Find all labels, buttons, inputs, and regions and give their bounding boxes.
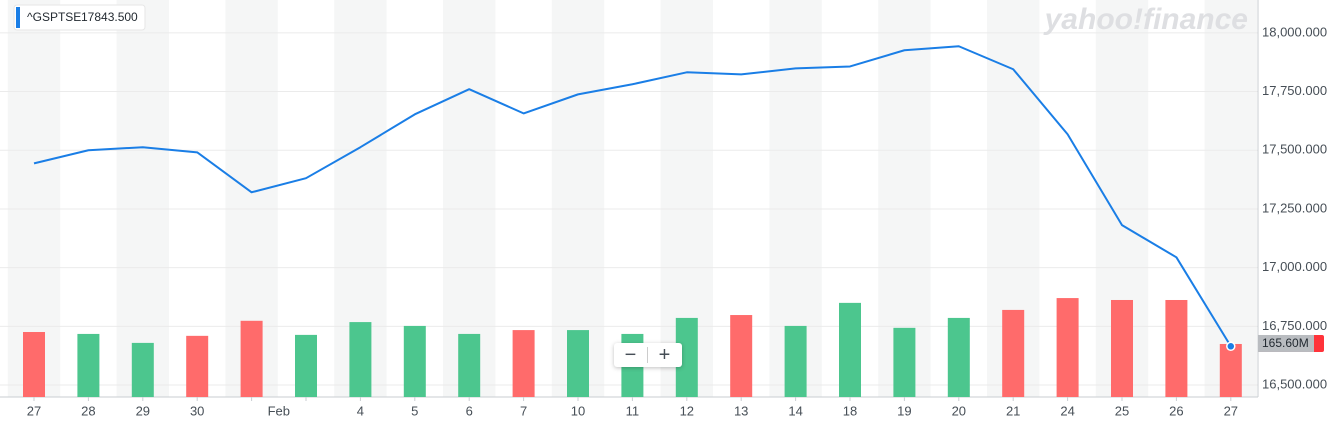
volume-bar [186,335,209,397]
zoom-control: − + [614,343,682,367]
x-tick-label: 27 [1224,403,1238,418]
legend-box [13,4,146,31]
volume-bar [893,327,916,397]
volume-label: 165.60M [1262,336,1309,350]
stripe [443,0,496,397]
volume-bar [784,325,807,397]
y-tick-label: 16,750.000 [1262,318,1327,333]
x-tick-label: 18 [843,403,857,418]
zoom-out[interactable]: − [624,343,637,366]
x-tick-label: 14 [788,403,802,418]
volume-bar [1111,299,1133,397]
x-tick-label: 4 [357,403,364,418]
x-tick-label: 30 [190,403,204,418]
volume-bar [730,315,753,397]
y-tick-label: 17,250.000 [1262,200,1327,215]
last-point [1226,341,1236,352]
x-tick-label: 7 [520,403,527,418]
y-tick-label: 17,000.000 [1262,259,1327,274]
price-line [33,45,1232,347]
volume-bar [349,322,372,397]
y-tick-label: 17,750.000 [1262,83,1327,98]
volume-bar [1056,298,1079,397]
x-tick-label: 26 [1169,403,1183,418]
x-tick-label: 29 [136,403,150,418]
divider [647,347,648,363]
volume-bar [295,334,317,397]
volume-bar [131,342,154,397]
legend-value: 17843.500 [81,10,138,24]
x-tick-label: 6 [466,403,473,418]
volume-bar [839,302,861,397]
volume-bar [23,332,45,397]
volume-bar [1219,343,1242,397]
volume-bar [77,333,100,397]
zoom-in[interactable]: + [658,343,671,366]
stripe [7,0,61,397]
x-tick-label: 19 [897,403,911,418]
legend: ^GSPTSE 17843.500 [13,4,146,31]
x-tick-label: 24 [1060,403,1074,418]
volume-bar [512,330,535,397]
x-tick-label: 20 [952,403,966,418]
volume-bar [1165,299,1188,397]
volume-bar [403,325,426,397]
y-tick-label: 17,500.000 [1262,142,1327,157]
volume-bar [1002,309,1025,397]
x-tick-label: 13 [734,403,748,418]
x-tick-label: 21 [1006,403,1020,418]
x-tick-label: 10 [571,403,585,418]
volume-label-box [1258,334,1314,352]
x-tick-label: 11 [626,403,640,418]
volume-bar [947,317,970,397]
x-tick-label: 27 [27,403,41,418]
volume-bar [240,320,263,397]
x-tick-label: 5 [411,403,418,418]
y-tick-label: 16,500.000 [1262,376,1327,391]
month-label: Feb [268,403,290,418]
x-tick-label: 28 [81,403,95,418]
volume-bar [675,317,698,397]
x-tick-label: 12 [680,403,694,418]
stripe [1204,0,1257,397]
stripe [116,0,169,397]
watermark: yahoo!finance [1043,3,1248,36]
x-tick-label: 25 [1115,403,1129,418]
volume-bar [458,333,481,397]
legend-symbol: ^GSPTSE [27,10,81,24]
y-tick-label: 18,000.000 [1262,24,1327,39]
volume-bar [567,330,589,397]
legend-swatch [16,7,20,28]
